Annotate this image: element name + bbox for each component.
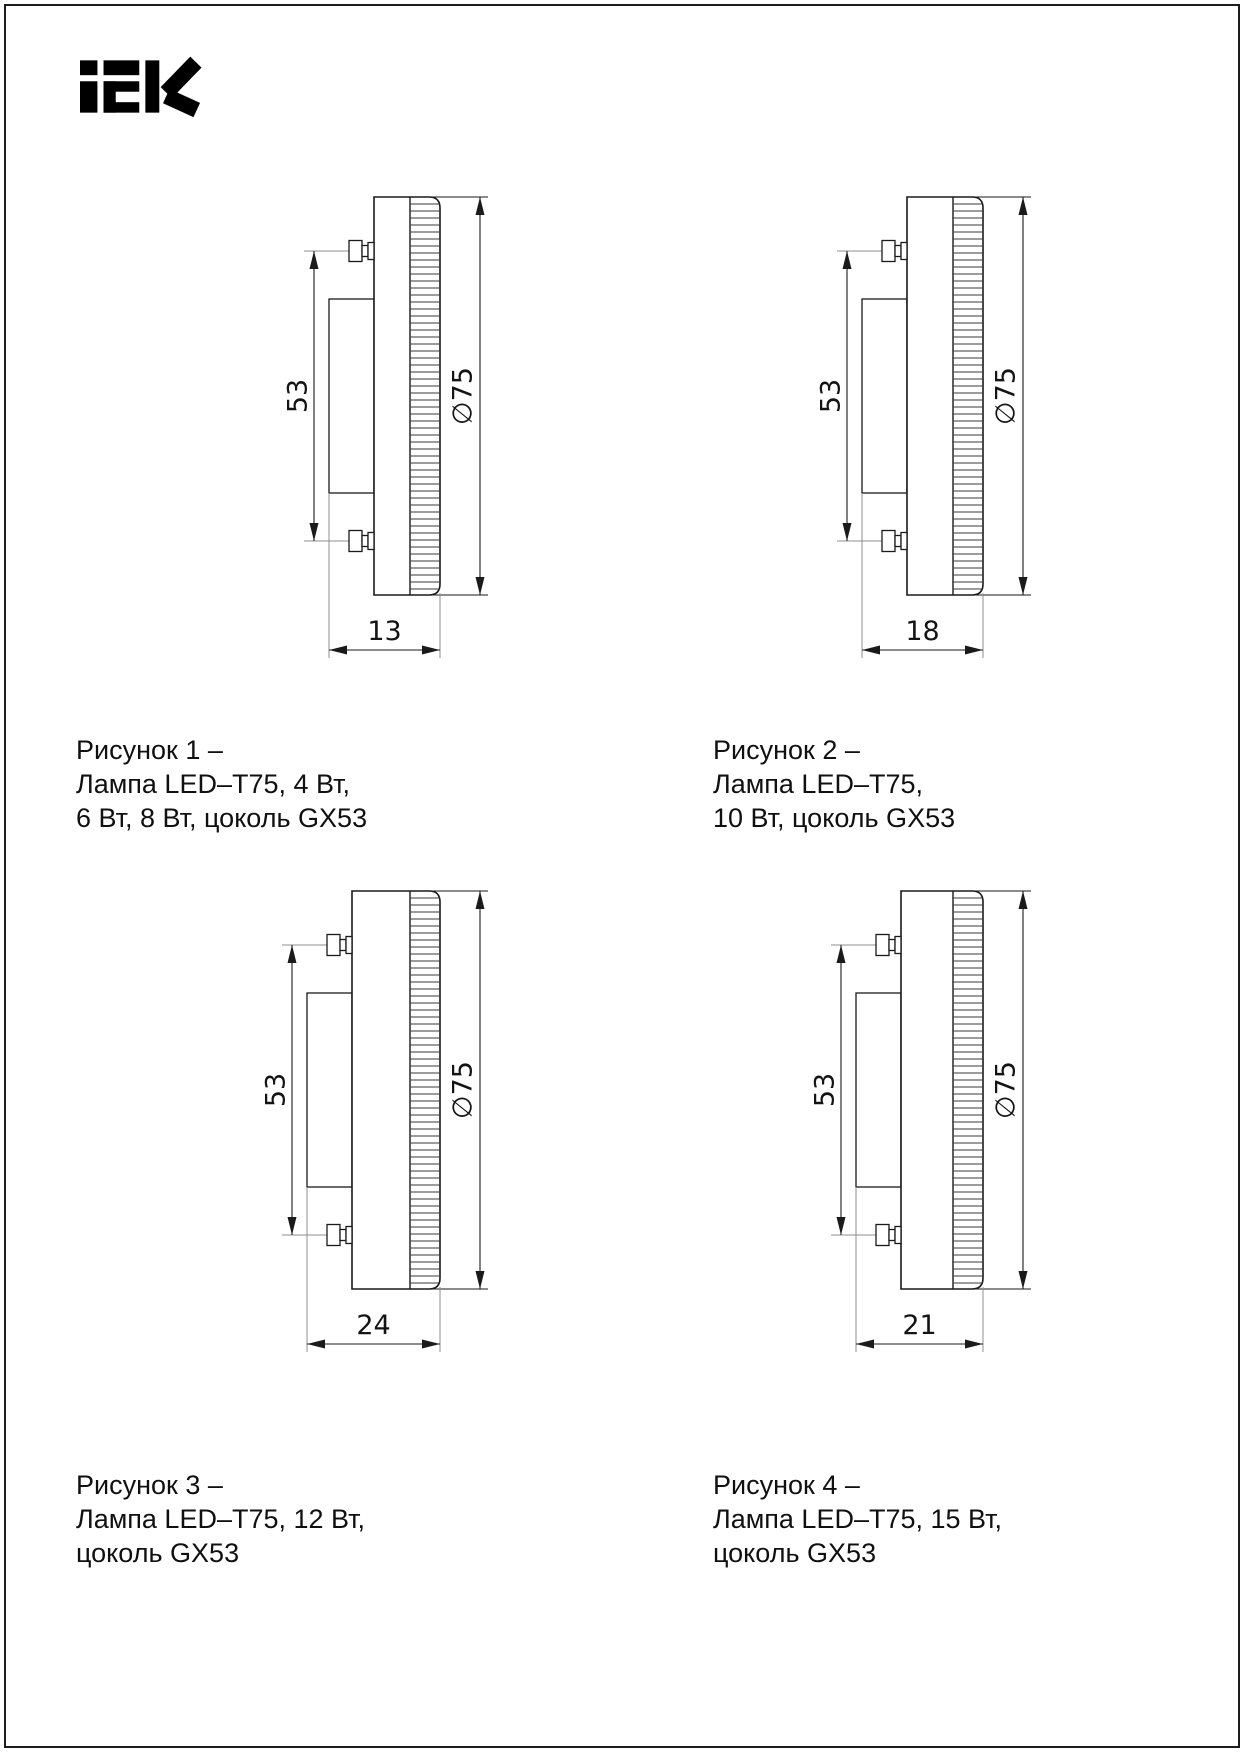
- diameter-dimension: ∅75: [448, 1061, 479, 1119]
- dimension-arrow: [842, 251, 852, 269]
- lens-ribs: [410, 203, 440, 590]
- gx53-pin: [326, 1223, 353, 1247]
- figure-1-caption: Рисунок 1 – Лампа LED–T75, 4 Вт, 6 Вт, 8…: [76, 733, 367, 835]
- iek-logo: [80, 56, 202, 122]
- logo-i-dot: [80, 60, 98, 76]
- back-housing: [855, 992, 902, 1188]
- caption-line: Рисунок 4 –: [713, 1470, 860, 1500]
- logo-e-top: [103, 60, 140, 76]
- diameter-dimension: ∅75: [448, 367, 479, 425]
- dimension-arrow: [309, 251, 319, 269]
- dimension-arrow: [856, 1339, 874, 1349]
- lamp-body: [351, 890, 441, 1290]
- caption-line: Лампа LED–T75,: [713, 769, 924, 799]
- caption-line: 6 Вт, 8 Вт, цоколь GX53: [76, 803, 368, 833]
- dimension-arrow: [1018, 197, 1028, 215]
- diameter-dimension: ∅75: [991, 367, 1022, 425]
- lamp-body: [373, 196, 441, 596]
- pin-span-dimension: 53: [261, 1073, 292, 1107]
- dimension-arrow: [965, 645, 983, 655]
- figure-4-drawing: 53 ∅75 21: [783, 879, 1063, 1379]
- dimension-arrow: [287, 1217, 297, 1235]
- depth-dimension: 13: [367, 616, 401, 647]
- back-housing: [861, 298, 908, 494]
- gx53-pin: [875, 1223, 902, 1247]
- logo-k-stem: [145, 60, 160, 113]
- dimension-arrow: [287, 945, 297, 963]
- gx53-pin: [348, 239, 375, 263]
- caption-line: цоколь GX53: [713, 1538, 877, 1568]
- lamp-body: [900, 890, 984, 1290]
- figure-3-caption: Рисунок 3 – Лампа LED–T75, 12 Вт, цоколь…: [76, 1468, 365, 1570]
- gx53-pin: [881, 529, 908, 553]
- dimension-arrow: [329, 645, 347, 655]
- dimension-arrow: [475, 197, 485, 215]
- lamp-side-view: 53 ∅75 18: [816, 196, 1031, 658]
- dimension-arrow: [862, 645, 880, 655]
- lens-ribs: [410, 897, 440, 1284]
- back-housing: [306, 992, 353, 1188]
- figure-4-caption: Рисунок 4 – Лампа LED–T75, 15 Вт, цоколь…: [713, 1468, 1002, 1570]
- dimension-arrow: [1018, 577, 1028, 595]
- lamp-side-view: 53 ∅75 21: [810, 890, 1031, 1352]
- dimension-arrow: [836, 945, 846, 963]
- dimension-arrow: [422, 645, 440, 655]
- gx53-pin: [326, 933, 353, 957]
- dimension-arrow: [422, 1339, 440, 1349]
- caption-line: цоколь GX53: [76, 1538, 240, 1568]
- dimension-arrow: [842, 523, 852, 541]
- caption-line: Лампа LED–T75, 4 Вт,: [76, 769, 351, 799]
- dimension-arrow: [475, 891, 485, 909]
- pin-span-dimension: 53: [810, 1073, 841, 1107]
- dimension-arrow: [1018, 891, 1028, 909]
- depth-dimension: 18: [905, 616, 939, 647]
- dimension-arrow: [1018, 1271, 1028, 1289]
- depth-dimension: 24: [356, 1310, 390, 1341]
- dimension-arrow: [836, 1217, 846, 1235]
- caption-line: Лампа LED–T75, 12 Вт,: [76, 1504, 366, 1534]
- lamp-side-view: 53 ∅75 13: [283, 196, 488, 658]
- dimension-arrow: [965, 1339, 983, 1349]
- lens-ribs: [953, 897, 983, 1284]
- gx53-pin: [348, 529, 375, 553]
- lamp-side-view: 53 ∅75 24: [261, 890, 488, 1352]
- caption-line: Лампа LED–T75, 15 Вт,: [713, 1504, 1003, 1534]
- logo-i-stem: [80, 81, 98, 113]
- caption-line: Рисунок 2 –: [713, 735, 860, 765]
- logo-k-upper-arm: [160, 56, 202, 99]
- pin-span-dimension: 53: [283, 379, 314, 413]
- logo-e-mid: [103, 81, 140, 92]
- iek-logo-mark: [80, 56, 202, 118]
- caption-line: 10 Вт, цоколь GX53: [713, 803, 956, 833]
- logo-k-lower-arm: [163, 88, 201, 118]
- diameter-dimension: ∅75: [991, 1061, 1022, 1119]
- figure-2-caption: Рисунок 2 – Лампа LED–T75, 10 Вт, цоколь…: [713, 733, 955, 835]
- dimension-arrow: [475, 1271, 485, 1289]
- pin-span-dimension: 53: [816, 379, 847, 413]
- logo-e-bottom: [103, 102, 140, 113]
- back-housing: [328, 298, 375, 494]
- figure-1-drawing: 53 ∅75 13: [240, 185, 520, 685]
- lamp-body: [906, 196, 984, 596]
- figure-2-drawing: 53 ∅75 18: [783, 185, 1063, 685]
- dimension-arrow: [475, 577, 485, 595]
- gx53-pin: [881, 239, 908, 263]
- caption-line: Рисунок 3 –: [76, 1470, 223, 1500]
- figure-3-drawing: 53 ∅75 24: [240, 879, 520, 1379]
- gx53-pin: [875, 933, 902, 957]
- caption-line: Рисунок 1 –: [76, 735, 223, 765]
- dimension-arrow: [309, 523, 319, 541]
- lens-ribs: [953, 203, 983, 590]
- dimension-arrow: [307, 1339, 325, 1349]
- depth-dimension: 21: [902, 1310, 936, 1341]
